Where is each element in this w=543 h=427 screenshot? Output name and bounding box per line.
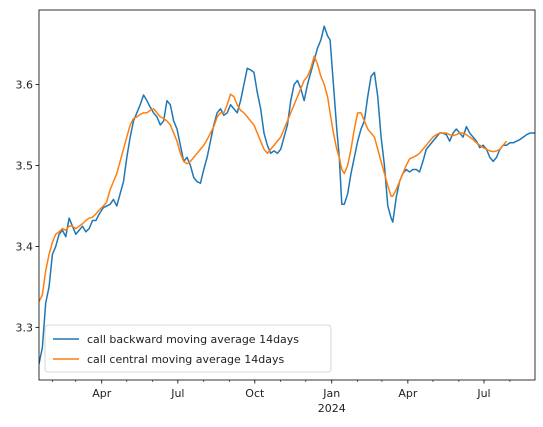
legend-box xyxy=(44,324,332,373)
series-line-1 xyxy=(39,25,535,364)
plot-area xyxy=(39,25,535,364)
x-tick-label: Apr xyxy=(92,387,112,400)
y-tick-label: 3.5 xyxy=(16,159,34,172)
legend-label-1: call backward moving average 14days xyxy=(87,333,299,346)
y-tick-label: 3.6 xyxy=(16,78,34,91)
x-axis: Apr Jul Oct Jan 2024 Apr Jul xyxy=(52,380,511,415)
x-tick-label: Jul xyxy=(170,387,184,400)
x-tick-label: Jul xyxy=(476,387,490,400)
legend-label-2: call central moving average 14days xyxy=(87,353,285,366)
x-tick-year-label: 2024 xyxy=(318,402,346,415)
y-tick-label: 3.4 xyxy=(16,240,34,253)
series-line-2 xyxy=(39,55,508,302)
x-tick-label: Oct xyxy=(245,387,265,400)
legend: call backward moving average 14days call … xyxy=(44,324,332,373)
y-axis: 3.3 3.4 3.5 3.6 xyxy=(16,78,39,334)
x-tick-label: Jan xyxy=(322,387,340,400)
y-tick-label: 3.3 xyxy=(16,321,34,334)
axes-frame xyxy=(38,9,536,381)
x-tick-label: Apr xyxy=(398,387,418,400)
